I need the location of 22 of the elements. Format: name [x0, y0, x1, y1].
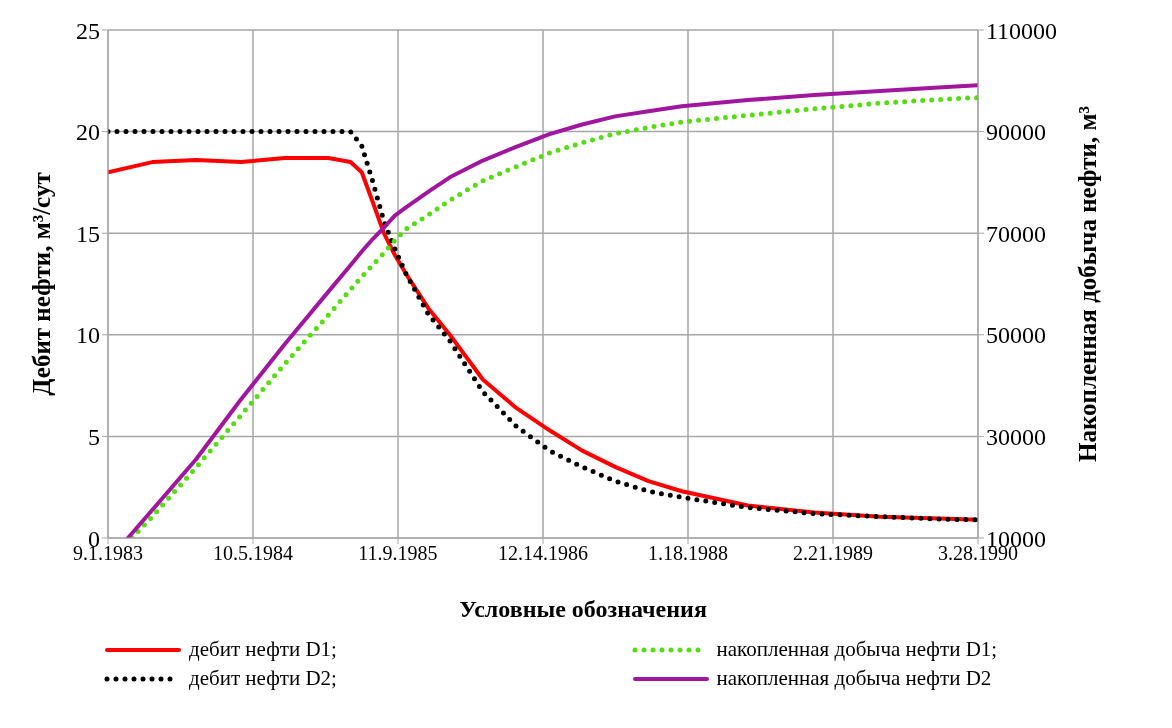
- legend-label: накопленная добыча нефти D1;: [716, 637, 998, 662]
- y-tick-label: 20: [76, 119, 100, 146]
- legend-title: Условные обозначения: [458, 596, 708, 623]
- y-tick-label: 25: [76, 17, 100, 44]
- legend-label: дебит нефти D2;: [189, 666, 337, 691]
- y-tick-label: 15: [76, 220, 100, 247]
- y-tick-label: 10: [76, 322, 100, 349]
- x-tick-label: 10.5.1984: [213, 542, 293, 565]
- y2-tick-label: 110000: [986, 17, 1058, 44]
- y2-tick-label: 50000: [986, 322, 1046, 349]
- legend-label: дебит нефти D1;: [189, 637, 337, 662]
- x-tick-label: 12.14.1986: [498, 542, 588, 565]
- y2-tick-label: 30000: [986, 423, 1046, 450]
- x-tick-label: 2.21.1989: [793, 542, 873, 565]
- legend-label: накопленная добыча нефти D2: [716, 666, 992, 691]
- x-tick-label: 1.18.1988: [648, 542, 728, 565]
- y2-axis-title: Накопленная добыча нефти, м³: [1074, 106, 1101, 462]
- y2-tick-label: 70000: [986, 220, 1046, 247]
- y-axis-title: Дебит нефти, м³/сут: [28, 172, 55, 396]
- x-tick-label: 11.9.1985: [358, 542, 438, 565]
- y2-tick-label: 90000: [986, 119, 1046, 146]
- y-tick-label: 5: [88, 423, 100, 450]
